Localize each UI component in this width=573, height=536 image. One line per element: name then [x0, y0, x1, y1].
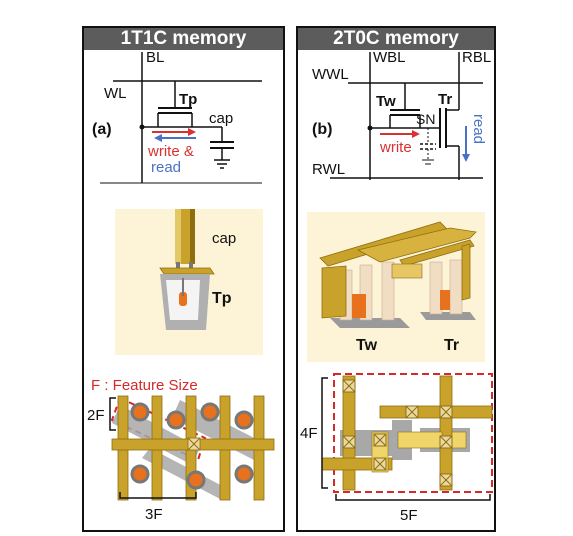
label-cap: cap — [209, 110, 233, 127]
label-tr: Tr — [438, 91, 452, 108]
feature-size-note: F : Feature Size — [91, 377, 198, 394]
label-tw: Tw — [376, 93, 396, 110]
label-b: (b) — [312, 121, 332, 138]
label-read: read — [470, 114, 487, 144]
label-tp: Tp — [179, 91, 197, 108]
label-rwl: RWL — [312, 161, 345, 178]
panel-title-2t0c: 2T0C memory — [298, 28, 494, 50]
label-4f: 4F — [300, 425, 318, 442]
label-read: read — [151, 159, 181, 176]
label-3f: 3F — [145, 506, 163, 523]
label-device-cap: cap — [212, 230, 236, 247]
label-sn: SN — [416, 111, 435, 127]
label-device-tw: Tw — [356, 337, 378, 354]
label-wl: WL — [104, 85, 127, 102]
label-bl: BL — [146, 49, 164, 66]
label-5f: 5F — [400, 507, 418, 524]
panel-title-1t1c: 1T1C memory — [84, 28, 283, 50]
label-wbl: WBL — [373, 49, 406, 66]
label-2f: 2F — [87, 407, 105, 424]
label-a: (a) — [92, 121, 112, 138]
label-rbl: RBL — [462, 49, 491, 66]
label-wwl: WWL — [312, 66, 349, 83]
label-write-read: write & — [147, 143, 194, 160]
label-write: write — [379, 139, 412, 156]
label-device-tp: Tp — [212, 290, 232, 307]
label-device-tr: Tr — [444, 337, 459, 354]
